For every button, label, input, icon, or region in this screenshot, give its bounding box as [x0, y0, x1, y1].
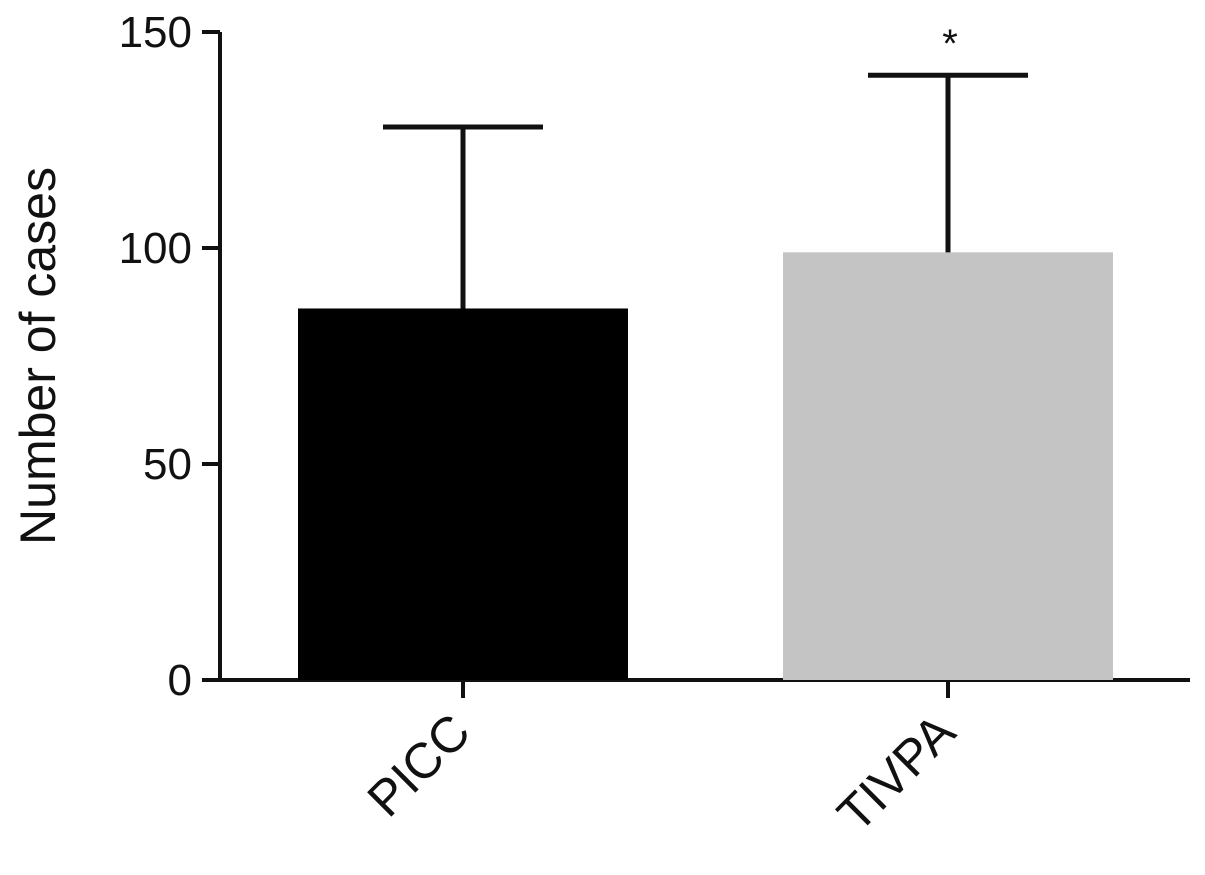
x-tick-label-picc: PICC	[357, 703, 481, 827]
y-ticks: 0 50 100 150	[119, 8, 220, 705]
significance-marker: *	[942, 22, 958, 66]
bars: *	[298, 22, 1113, 680]
y-tick-label: 100	[119, 224, 192, 273]
y-axis-label: Number of cases	[10, 167, 66, 545]
y-tick-label: 50	[143, 440, 192, 489]
x-tick-label-tivpa: TIVPA	[827, 703, 967, 843]
y-tick-label: 0	[168, 656, 192, 705]
x-ticks: PICC TIVPA	[357, 680, 967, 843]
y-tick-label: 150	[119, 8, 192, 57]
bar-picc	[298, 308, 628, 680]
bar-tivpa	[783, 252, 1113, 680]
